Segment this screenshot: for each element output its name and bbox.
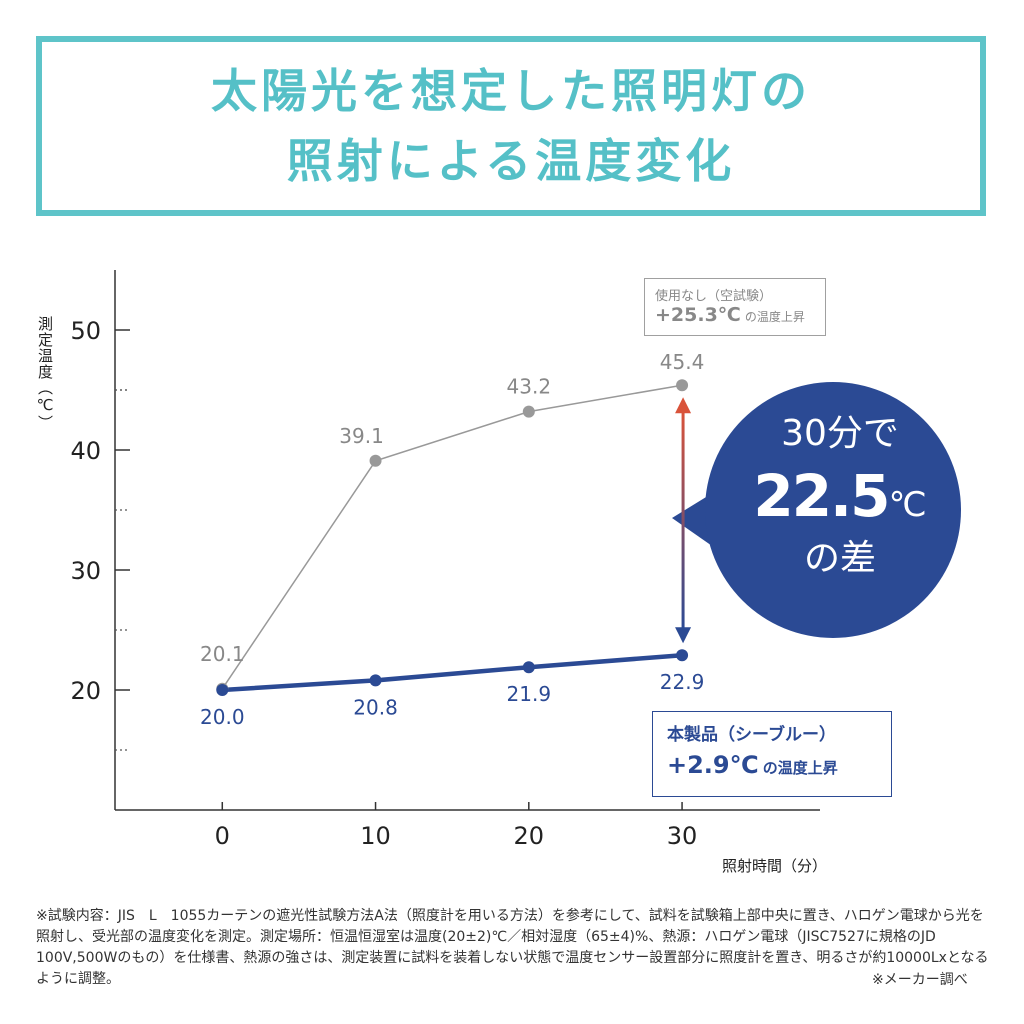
data-label-product-20: 21.9 [507, 682, 552, 706]
y-tick-label-30: 30 [70, 557, 101, 585]
difference-bubble-text: 30分で 22.5℃ の差 [720, 410, 960, 584]
y-tick-label-50: 50 [70, 317, 101, 345]
bubble-line-3: の差 [803, 538, 876, 579]
bubble-unit: ℃ [888, 485, 927, 525]
control-callout-suffix: の温度上昇 [744, 310, 805, 324]
control-callout-value: +25.3℃ [655, 304, 741, 326]
title-box: 太陽光を想定した照明灯の 照射による温度変化 [36, 36, 986, 216]
footnote-text: ※試験内容：JIS L 1055カーテンの遮光性試験方法A法（照度計を用いる方法… [36, 908, 989, 987]
point-product-20 [522, 661, 535, 674]
data-label-control-20: 43.2 [507, 375, 552, 399]
data-label-product-30: 22.9 [660, 670, 705, 694]
y-tick-label-20: 20 [70, 677, 101, 705]
x-tick-label-20: 20 [514, 822, 545, 850]
title-line-2: 照射による温度変化 [286, 134, 736, 188]
difference-arrow-head-down [675, 627, 692, 644]
bubble-line-1: 30分で [781, 413, 899, 454]
footnote-source: ※メーカー調べ [872, 972, 968, 988]
x-tick-label-10: 10 [360, 822, 391, 850]
x-tick-label-0: 0 [215, 822, 230, 850]
y-axis-label: 測定温度（℃） [36, 316, 54, 431]
data-label-control-0: 20.1 [200, 642, 245, 666]
data-label-control-10: 39.1 [339, 424, 384, 448]
difference-bubble [705, 382, 961, 638]
series-line-control [221, 384, 683, 690]
bubble-big-value: 22.5 [753, 462, 890, 530]
product-callout: 本製品（シーブルー） +2.9℃ の温度上昇 [652, 711, 892, 797]
product-callout-label: 本製品（シーブルー） [667, 725, 836, 745]
difference-arrow-shaft [681, 411, 685, 630]
control-callout: 使用なし（空試験） +25.3℃ の温度上昇 [644, 278, 826, 336]
y-tick-label-40: 40 [70, 437, 101, 465]
series-line-product [222, 652, 683, 693]
point-control-10 [369, 454, 382, 467]
point-control-20 [522, 405, 535, 418]
point-product-0 [216, 684, 229, 696]
data-label-control-30: 45.4 [660, 350, 705, 374]
product-callout-suffix: の温度上昇 [762, 759, 838, 777]
point-product-30 [676, 649, 689, 662]
point-product-10 [369, 674, 382, 687]
x-tick-label-30: 30 [667, 822, 698, 850]
product-callout-value: +2.9℃ [667, 751, 759, 779]
title-line-1: 太陽光を想定した照明灯の [211, 64, 811, 118]
bubble-pointer [672, 494, 715, 548]
control-callout-label: 使用なし（空試験） [655, 289, 773, 304]
difference-arrow-head-up [675, 397, 692, 414]
data-label-product-10: 20.8 [353, 695, 398, 719]
data-label-product-0: 20.0 [200, 705, 245, 729]
point-control-30 [676, 379, 689, 392]
x-axis-label: 照射時間（分） [722, 857, 828, 875]
